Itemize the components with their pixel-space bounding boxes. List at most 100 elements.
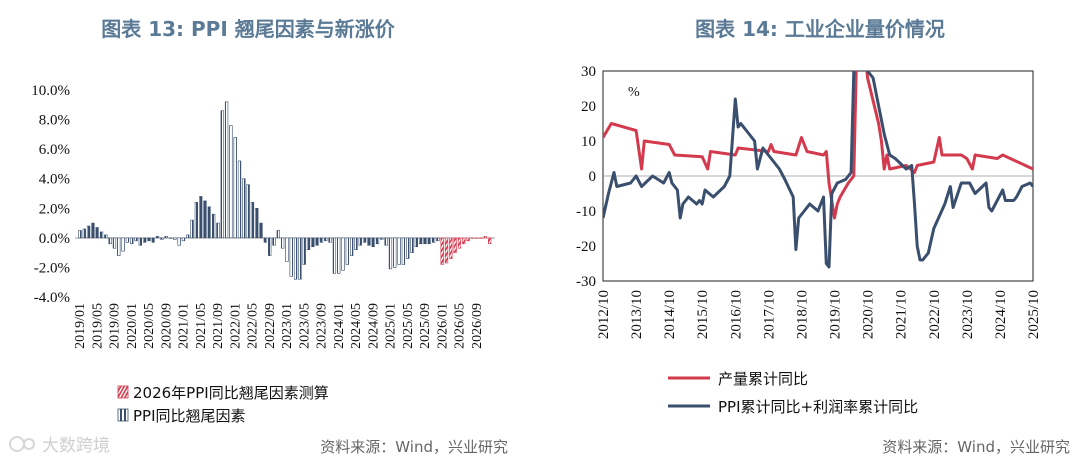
bar-carryover [220,110,224,239]
right-chart: 图表 14: 工业企业量价情况 30 20 10 0 -10 -20 -30 % 2012/… [576,17,1070,456]
bar-carryover [358,237,362,246]
bar-carryover [354,237,358,250]
left-y-tick: 2.0% [39,201,70,217]
right-unit-label: % [628,85,640,100]
bar-forecast [453,237,457,253]
left-x-tick: 2023/09 [315,303,330,349]
left-x-tick: 2024/09 [366,303,381,349]
bar-carryover [328,237,332,243]
right-y-axis: 30 20 10 0 -10 -20 -30 [576,64,596,290]
bar-forecast [457,237,462,249]
series-line-output [603,71,1033,220]
legend-swatch-red [117,385,129,399]
left-x-tick: 2025/09 [418,303,433,349]
left-y-tick: -2.0% [34,260,70,276]
bar-carryover [259,222,263,239]
left-bars [78,101,492,280]
bar-carryover [190,219,194,239]
bar-carryover [319,237,324,243]
right-x-tick: 2014/10 [662,290,678,339]
left-x-tick: 2019/09 [108,303,123,349]
bar-carryover [302,237,306,265]
bar-carryover [177,237,181,246]
left-x-tick: 2023/05 [297,303,312,349]
bar-carryover [86,225,91,239]
left-source: 资料来源：Wind，兴业研究 [320,438,508,456]
bar-forecast [444,237,449,264]
bar-carryover [388,237,393,270]
bar-carryover [194,202,199,239]
bar-carryover [367,237,371,246]
bar-carryover [289,237,293,277]
bar-carryover [203,200,207,239]
left-x-tick: 2026/05 [453,303,468,349]
bar-carryover [147,237,151,242]
bar-carryover [380,237,384,240]
left-x-tick: 2026/01 [435,303,450,349]
right-chart-title: 图表 14: 工业企业量价情况 [695,17,945,41]
bar-carryover [341,237,345,271]
bar-carryover [91,222,95,239]
bar-carryover [237,160,242,239]
bar-carryover [160,237,164,240]
right-x-tick: 2016/10 [728,290,744,339]
bar-carryover [255,207,259,239]
bar-carryover [82,228,86,239]
right-x-tick: 2012/10 [596,290,612,339]
legend-label-carryover: PPI同比翘尾因素 [133,407,246,425]
right-x-tick: 2019/10 [828,290,844,339]
left-x-axis: 2019/01 2019/05 2019/09 2020/01 2020/05 2020/… [73,303,485,349]
bar-carryover [311,237,315,248]
bar-carryover [121,237,125,252]
bar-forecast [449,237,453,259]
left-x-tick: 2021/01 [177,303,192,349]
right-x-tick: 2018/10 [794,290,810,339]
bar-carryover [410,237,414,253]
legend-swatch-navy [117,408,129,422]
right-x-tick: 2025/10 [1026,290,1042,339]
right-x-tick: 2023/10 [960,290,976,339]
right-source: 资料来源：Wind，兴业研究 [882,438,1070,456]
bar-carryover [436,237,440,242]
bar-carryover [78,230,82,239]
bar-carryover [125,237,130,243]
bar-forecast [487,237,492,245]
left-chart-title: 图表 13: PPI 翘尾因素与新涨价 [101,17,395,41]
bar-carryover [173,237,177,240]
left-x-tick: 2019/01 [73,303,88,349]
left-y-tick: 0.0% [39,231,70,247]
bar-carryover [431,237,436,243]
bar-carryover [337,237,341,274]
bar-carryover [375,237,380,245]
bar-carryover [181,237,186,242]
bar-carryover [134,237,138,242]
bar-carryover [112,237,117,249]
left-y-tick: 6.0% [39,142,70,158]
bar-forecast [479,237,483,239]
right-x-tick: 2017/10 [761,290,777,339]
bar-forecast [483,236,487,239]
bar-carryover [414,237,418,248]
right-y-tick: 10 [581,134,596,150]
bar-carryover [272,237,276,246]
bar-carryover [130,237,134,245]
left-y-axis: 10.0% 8.0% 6.0% 4.0% 2.0% 0.0% -2.0% -4.0% [31,83,70,306]
left-x-tick: 2024/05 [349,303,364,349]
left-x-tick: 2024/01 [332,303,347,349]
left-x-tick: 2021/09 [211,303,226,349]
bar-carryover [186,234,190,239]
left-x-tick: 2020/01 [125,303,140,349]
bar-carryover [151,237,155,243]
right-x-tick: 2013/10 [629,290,645,339]
right-x-tick: 2021/10 [894,290,910,339]
right-y-tick: 0 [589,169,597,185]
bar-carryover [298,237,302,280]
bar-carryover [138,237,142,246]
bar-forecast [466,237,470,242]
left-legend: 2026年PPI同比翘尾因素测算 PPI同比翘尾因素 [117,384,329,425]
legend-label-forecast: 2026年PPI同比翘尾因素测算 [133,384,329,402]
right-x-tick: 2024/10 [993,290,1009,339]
bar-carryover [108,237,112,245]
right-y-tick: 20 [581,99,596,115]
